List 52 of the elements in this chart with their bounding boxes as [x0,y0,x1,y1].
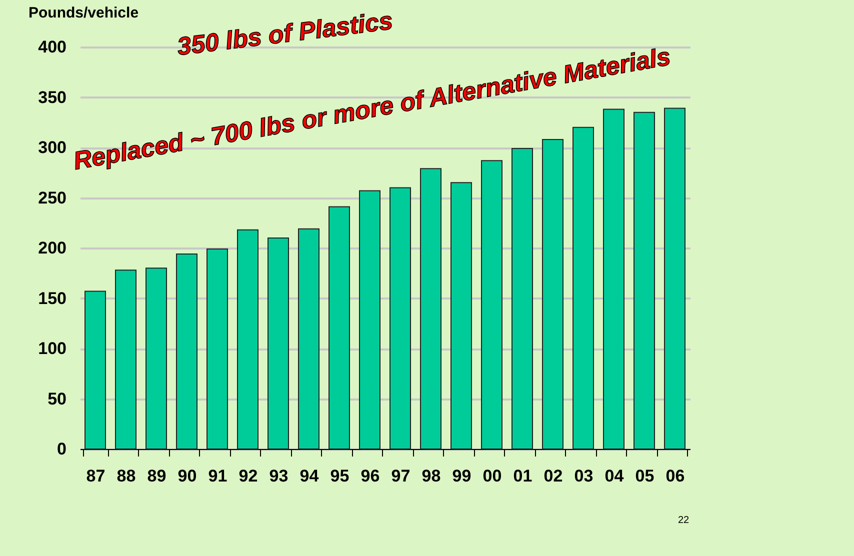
bar [420,168,442,450]
y-tick-label: 400 [38,38,66,56]
bar [145,268,168,450]
text: 22 [678,515,690,526]
x-tick-label: 87 [86,466,106,486]
y-tick-label: 200 [38,238,66,258]
bar [572,126,594,450]
bar [511,148,534,450]
x-tick-label: 01 [513,466,532,486]
bar [450,182,472,450]
x-tick-label: 95 [330,466,350,486]
bar [358,190,381,450]
bar [602,108,625,450]
y-tick-label: 150 [38,288,66,308]
x-tick-label: 90 [178,466,197,486]
x-tick-label: 94 [300,466,320,486]
x-tick-label: 99 [452,466,472,486]
bar [328,206,350,450]
x-tick-label: 88 [116,466,136,486]
x-tick-label: 96 [360,466,380,486]
y-tick-label: 100 [38,339,66,358]
x-tick-label: 06 [666,466,685,486]
x-tick-label: 05 [635,466,654,486]
bar [480,160,503,450]
bar [176,254,198,450]
bar [542,138,564,450]
x-tick-label: 97 [391,466,410,486]
x-tick-label: 91 [208,466,228,486]
x-tick-label: 92 [238,466,258,486]
x-tick-label: 03 [574,466,594,486]
bar [633,112,656,450]
x-tick-label: 93 [269,466,288,486]
bar [389,187,412,450]
x-tick-label: 89 [147,466,166,486]
y-tick-label: 300 [38,138,66,157]
bar [267,237,290,450]
y-tick-label: 350 [38,88,66,107]
bar [664,108,686,450]
annotation: 350 lbs of Plastics [176,6,394,62]
bar [114,270,137,450]
bar [236,229,259,450]
x-tick-label: 04 [604,466,624,486]
bar [84,290,106,450]
x-tick-label: 98 [422,466,441,486]
y-tick-label: 50 [48,389,66,408]
x-tick-label: 00 [482,466,502,486]
y-tick-label: 0 [57,440,66,458]
y-tick-label: 250 [38,188,66,208]
y-axis-title: Pounds/vehicle [28,4,139,22]
bar [298,228,320,450]
bar [206,248,228,450]
x-tick-label: 02 [544,466,563,486]
